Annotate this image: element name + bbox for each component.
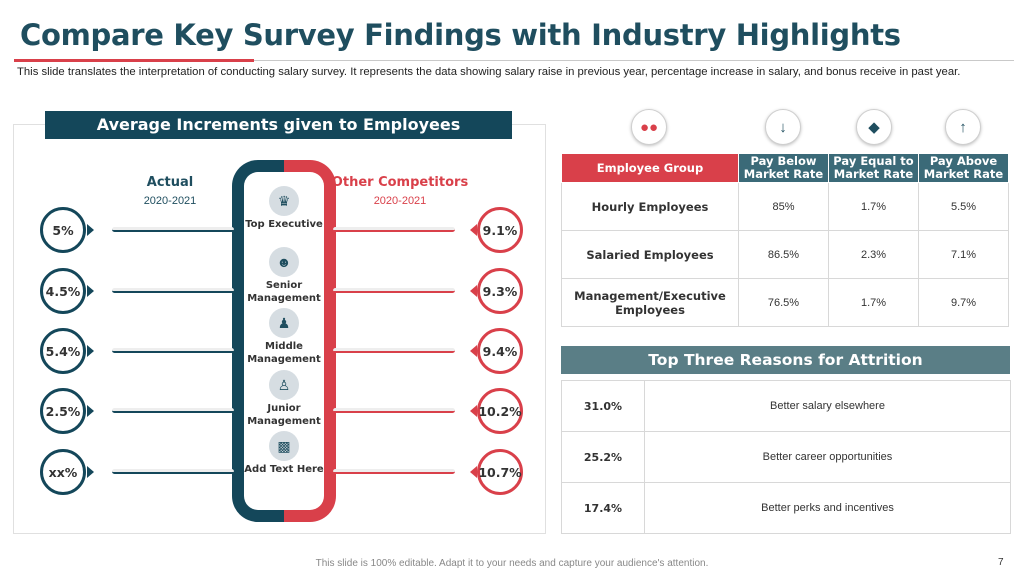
manager-icon: ☻ — [269, 247, 299, 277]
pay-above-cell: 7.1% — [918, 230, 1009, 279]
actual-connector — [112, 348, 234, 353]
level-senior-management: ☻ Senior Management — [244, 247, 324, 305]
level-label: Senior Management — [247, 280, 321, 304]
competitor-value: 10.7% — [477, 449, 523, 495]
header-employee-group: Employee Group — [561, 153, 739, 183]
slide-subtitle: This slide translates the interpretation… — [17, 66, 961, 78]
actual-label: Actual — [146, 175, 194, 190]
level-middle-management: ♟ Middle Management — [244, 308, 324, 366]
competitor-value: 10.2% — [477, 388, 523, 434]
actual-value: 4.5% — [40, 268, 86, 314]
actual-value: 2.5% — [40, 388, 86, 434]
pay-above-cell: 5.5% — [918, 182, 1009, 231]
pay-equal-icon: ◆ — [856, 109, 892, 145]
pay-below-cell: 86.5% — [738, 230, 829, 279]
competitor-connector — [333, 227, 455, 232]
attrition-title: Top Three Reasons for Attrition — [561, 346, 1010, 374]
table-header-row: Employee Group Pay Below Market Rate Pay… — [561, 153, 1009, 183]
slide-title: Compare Key Survey Findings with Industr… — [20, 18, 901, 52]
actual-value: 5.4% — [40, 328, 86, 374]
team-icon: ●● — [631, 109, 667, 145]
competitor-pointer — [470, 224, 477, 236]
table-row: Hourly Employees 85% 1.7% 5.5% — [561, 182, 1009, 231]
group-icon: ♙ — [269, 370, 299, 400]
competitor-label: Other Competitors — [331, 175, 469, 190]
level-add-text: ▩ Add Text Here — [244, 431, 324, 476]
level-label: Junior Management — [247, 403, 321, 427]
attrition-percent: 17.4% — [561, 482, 645, 534]
competitor-pointer — [470, 466, 477, 478]
competitor-pointer — [470, 345, 477, 357]
actual-pointer — [87, 345, 94, 357]
header-pay-equal: Pay Equal to Market Rate — [828, 153, 919, 183]
page-number: 7 — [998, 557, 1004, 568]
competitor-period: 2020-2021 — [373, 195, 427, 207]
attrition-percent: 25.2% — [561, 431, 645, 483]
actual-value: xx% — [40, 449, 86, 495]
employee-group-cell: Hourly Employees — [561, 182, 739, 231]
attrition-reason: Better perks and incentives — [644, 482, 1011, 534]
header-pay-below: Pay Below Market Rate — [738, 153, 829, 183]
table-row: Management/Executive Employees 76.5% 1.7… — [561, 278, 1009, 327]
attrition-reason: Better salary elsewhere — [644, 380, 1011, 432]
actual-connector — [112, 227, 234, 232]
pay-equal-cell: 1.7% — [828, 278, 919, 327]
competitor-value: 9.4% — [477, 328, 523, 374]
actual-pointer — [87, 466, 94, 478]
actual-connector — [112, 408, 234, 413]
bar-people-icon: ▩ — [269, 431, 299, 461]
level-label: Middle Management — [247, 341, 321, 365]
pay-above-icon: ↑ — [945, 109, 981, 145]
competitor-pointer — [470, 405, 477, 417]
actual-pointer — [87, 405, 94, 417]
title-divider — [254, 60, 1014, 61]
competitor-value: 9.3% — [477, 268, 523, 314]
level-top-executive: ♛ Top Executive — [244, 186, 324, 231]
actual-bracket — [232, 160, 284, 522]
header-pay-above: Pay Above Market Rate — [918, 153, 1009, 183]
attrition-reason: Better career opportunities — [644, 431, 1011, 483]
table-row: 31.0% Better salary elsewhere — [561, 380, 1011, 432]
actual-connector — [112, 469, 234, 474]
pay-rate-table: Employee Group Pay Below Market Rate Pay… — [561, 153, 1009, 327]
attrition-percent: 31.0% — [561, 380, 645, 432]
level-label: Top Executive — [245, 219, 323, 230]
competitor-connector — [333, 408, 455, 413]
competitor-connector — [333, 288, 455, 293]
crown-person-icon: ♛ — [269, 186, 299, 216]
actual-pointer — [87, 224, 94, 236]
footer-note: This slide is 100% editable. Adapt it to… — [315, 558, 709, 569]
competitor-pointer — [470, 285, 477, 297]
actual-pointer — [87, 285, 94, 297]
title-accent-rule — [14, 59, 254, 62]
pay-equal-cell: 2.3% — [828, 230, 919, 279]
pay-below-cell: 85% — [738, 182, 829, 231]
actual-connector — [112, 288, 234, 293]
pay-below-icon: ↓ — [765, 109, 801, 145]
competitor-value: 9.1% — [477, 207, 523, 253]
employee-group-cell: Salaried Employees — [561, 230, 739, 279]
actual-period: 2020-2021 — [143, 195, 197, 207]
pay-below-cell: 76.5% — [738, 278, 829, 327]
level-label: Add Text Here — [244, 464, 324, 475]
employee-group-cell: Management/Executive Employees — [561, 278, 739, 327]
table-row: 17.4% Better perks and incentives — [561, 482, 1011, 534]
table-row: Salaried Employees 86.5% 2.3% 7.1% — [561, 230, 1009, 279]
pay-above-cell: 9.7% — [918, 278, 1009, 327]
increments-title: Average Increments given to Employees — [45, 111, 512, 139]
attrition-table: 31.0% Better salary elsewhere 25.2% Bett… — [561, 380, 1011, 534]
pay-equal-cell: 1.7% — [828, 182, 919, 231]
actual-value: 5% — [40, 207, 86, 253]
team-lead-icon: ♟ — [269, 308, 299, 338]
competitor-connector — [333, 348, 455, 353]
competitor-connector — [333, 469, 455, 474]
table-row: 25.2% Better career opportunities — [561, 431, 1011, 483]
level-junior-management: ♙ Junior Management — [244, 370, 324, 428]
